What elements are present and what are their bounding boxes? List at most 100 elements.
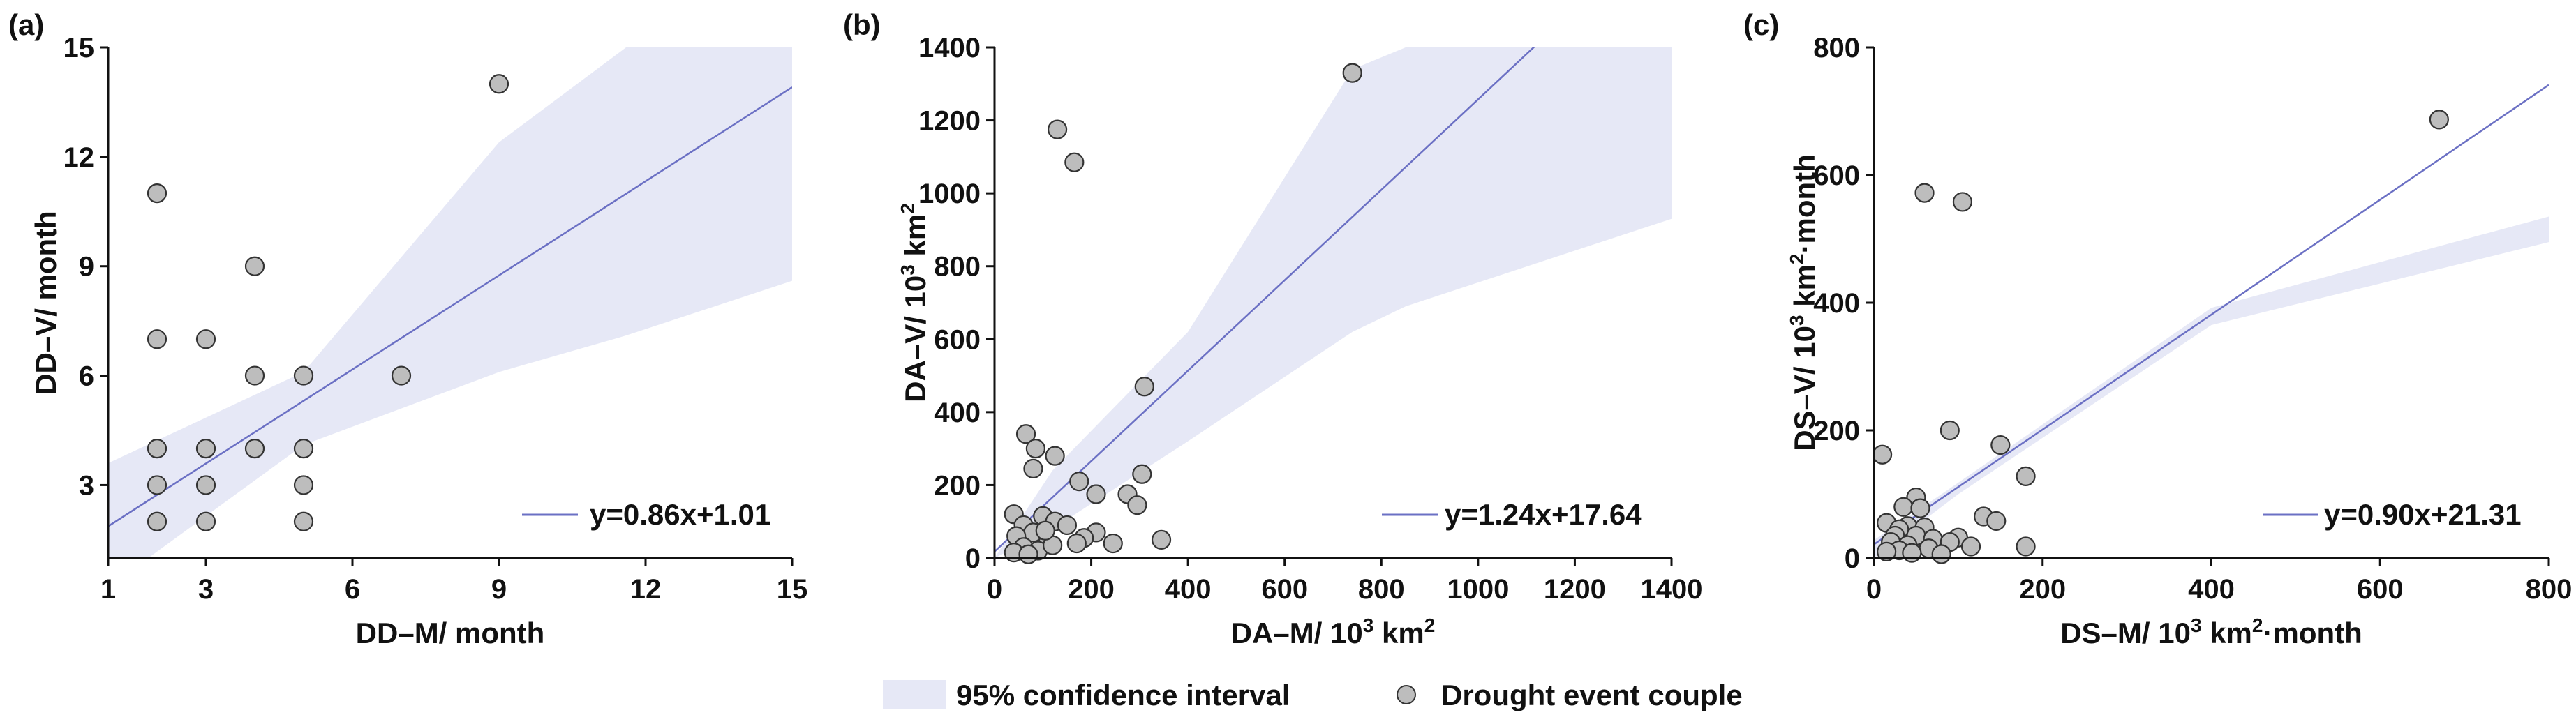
fit-line: [1874, 84, 2549, 545]
x-axis-label: DA–M/ 103 km2: [1231, 614, 1436, 649]
legend-point-swatch: [1397, 685, 1416, 704]
x-tick-label: 800: [2526, 574, 2573, 605]
panel-c: 0 200 400 600 800 0 200 400 600 800 (c) DS–M/ 103 k…: [1743, 8, 2572, 649]
legend-point-label: Drought event couple: [1441, 679, 1743, 711]
data-point: [195, 329, 216, 349]
y-tick-label: 1000: [918, 179, 981, 209]
data-point: [2016, 466, 2036, 486]
legend: 95% confidence interval Drought event co…: [883, 679, 1743, 711]
panel-label: (a): [8, 8, 44, 41]
legend-ci-label: 95% confidence interval: [956, 679, 1290, 711]
fit-equation: y=0.90x+21.31: [2324, 498, 2522, 531]
data-point: [1990, 435, 2011, 455]
data-point: [1047, 119, 1068, 139]
data-point: [1902, 543, 1922, 563]
data-point: [1877, 541, 1897, 561]
data-point: [1132, 464, 1152, 484]
data-point: [244, 256, 265, 276]
y-tick-label: 1200: [918, 106, 981, 137]
data-point: [1086, 484, 1106, 504]
y-tick-label: 9: [79, 252, 94, 282]
data-point: [1018, 544, 1038, 564]
fit-equation: y=0.86x+1.01: [590, 498, 770, 531]
y-tick-label: 15: [64, 33, 95, 63]
data-point: [1025, 439, 1045, 459]
data-point: [1910, 498, 1930, 518]
data-point: [293, 439, 314, 459]
data-point: [1134, 377, 1154, 397]
x-tick-label: 0: [987, 574, 1002, 605]
panel-b: 0 200 400 600 800 1000 1200 1400 0 200 400 600 800 10…: [843, 8, 1703, 649]
data-point: [293, 365, 314, 386]
data-point: [1893, 497, 1914, 517]
data-point: [1066, 533, 1087, 554]
data-point: [1057, 515, 1078, 536]
panel-label: (b): [843, 8, 881, 41]
x-tick-label: 200: [1068, 574, 1115, 605]
y-tick-label: 6: [79, 361, 94, 392]
y-tick-label: 600: [1813, 160, 1860, 191]
data-point: [391, 365, 412, 386]
x-tick-label: 400: [1165, 574, 1212, 605]
data-point: [293, 475, 314, 495]
data-point: [244, 365, 265, 386]
y-tick-label: 600: [934, 324, 981, 355]
data-point: [1127, 495, 1147, 515]
data-point: [147, 329, 167, 349]
data-point: [1342, 63, 1362, 83]
x-tick-label: 9: [491, 574, 507, 605]
data-point: [489, 74, 509, 94]
data-point: [293, 511, 314, 531]
x-tick-label: 12: [630, 574, 662, 605]
data-point: [1931, 544, 1951, 564]
data-point: [1035, 520, 1055, 541]
x-tick-label: 1200: [1544, 574, 1606, 605]
data-point: [1015, 424, 1036, 444]
data-point: [147, 475, 167, 495]
y-tick-label: 800: [934, 252, 981, 282]
data-point: [195, 439, 216, 459]
data-point: [1872, 444, 1893, 465]
data-point: [1023, 458, 1043, 479]
data-point: [1069, 472, 1089, 492]
ci-band: [1874, 216, 2549, 558]
fit-line: [108, 86, 792, 527]
x-tick-label: 1400: [1641, 574, 1703, 605]
x-tick-label: 600: [2357, 574, 2404, 605]
x-axis-label: DS–M/ 103 km2·month: [2060, 614, 2362, 649]
y-tick-label: 0: [1845, 543, 1860, 574]
y-axis-label: DA–V/ 103 km2: [897, 203, 932, 402]
x-tick-label: 15: [777, 574, 808, 605]
data-point: [1045, 446, 1065, 466]
x-tick-label: 3: [198, 574, 214, 605]
y-tick-label: 200: [934, 470, 981, 501]
panel-label: (c): [1743, 8, 1779, 41]
y-tick-label: 400: [934, 398, 981, 428]
data-point: [147, 439, 167, 459]
data-point: [195, 475, 216, 495]
data-point: [244, 439, 265, 459]
data-point: [1952, 192, 1973, 212]
data-point: [1986, 511, 2007, 531]
y-tick-label: 12: [64, 142, 95, 173]
x-tick-label: 6: [345, 574, 360, 605]
y-tick-label: 400: [1813, 288, 1860, 319]
x-tick-label: 0: [1866, 574, 1882, 605]
data-point: [1103, 533, 1123, 554]
data-point: [1151, 529, 1172, 550]
ci-band: [108, 47, 792, 558]
x-tick-label: 200: [2019, 574, 2066, 605]
data-point: [2429, 110, 2449, 130]
data-point: [2016, 536, 2036, 557]
data-point: [147, 511, 167, 531]
legend-ci-swatch: [883, 680, 946, 709]
data-point: [1914, 183, 1935, 203]
y-axis-label: DD–V/ month: [29, 211, 62, 395]
data-point: [195, 511, 216, 531]
panel-a: 1 3 6 9 12 15 3 6 9 12 15 (a) DD–M/ month DD–V/ month…: [8, 8, 807, 649]
y-tick-label: 1400: [918, 33, 981, 63]
y-tick-label: 200: [1813, 416, 1860, 446]
ci-band: [995, 47, 1672, 558]
data-point: [1960, 536, 1981, 557]
